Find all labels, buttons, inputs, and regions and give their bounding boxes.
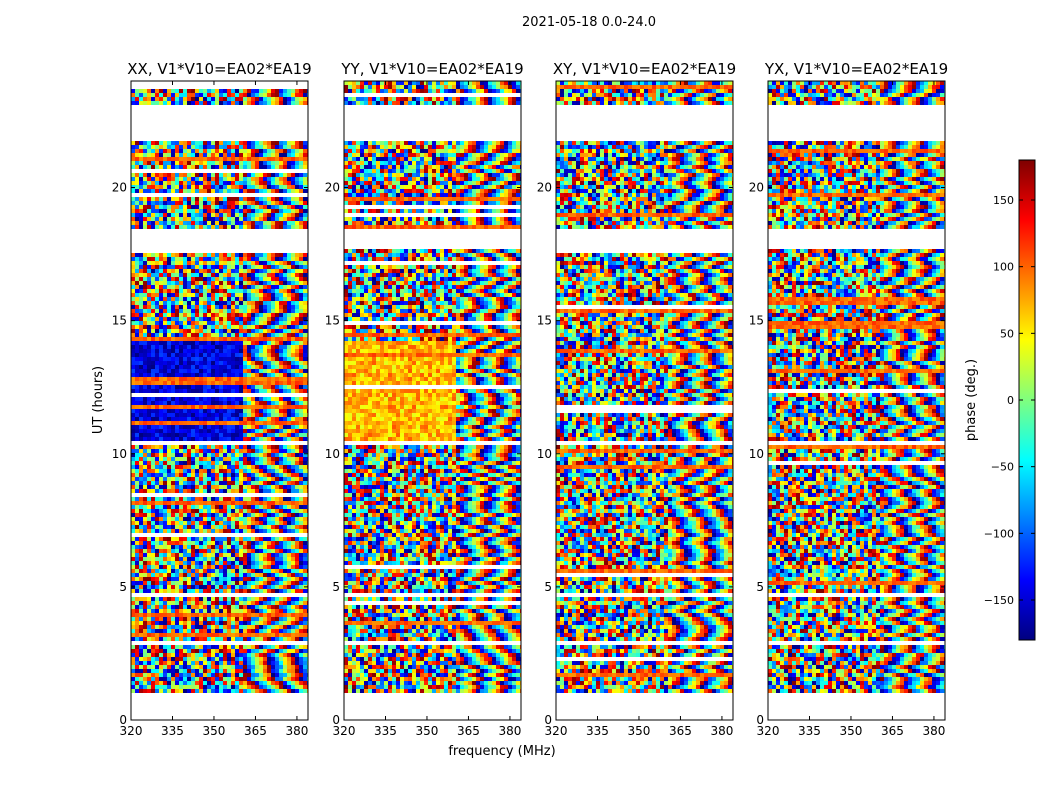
colorbar-tick-label: −100 bbox=[984, 527, 1014, 540]
y-tick-label: 10 bbox=[537, 447, 552, 461]
y-tick-label: 15 bbox=[325, 314, 340, 328]
panel-3: YX, V1*V10=EA02*EA19 320 335 350 365 380 0 5 10 1… bbox=[749, 60, 948, 738]
y-tick-label: 0 bbox=[332, 713, 340, 727]
phase-heatmap bbox=[344, 81, 521, 720]
x-tick-label: 365 bbox=[669, 724, 692, 738]
x-tick-label: 350 bbox=[840, 724, 863, 738]
y-tick-label: 5 bbox=[332, 580, 340, 594]
y-tick-label: 0 bbox=[544, 713, 552, 727]
x-axis-label: frequency (MHz) bbox=[448, 744, 555, 759]
y-tick-label: 0 bbox=[756, 713, 764, 727]
panel-0: XX, V1*V10=EA02*EA19 320 335 350 365 380 0 5 10 1… bbox=[112, 60, 312, 738]
x-tick-label: 335 bbox=[586, 724, 609, 738]
x-tick-label: 335 bbox=[798, 724, 821, 738]
panel-title: YY, V1*V10=EA02*EA19 bbox=[340, 60, 523, 78]
colorbar: −150 −100 −50 0 50 100 150 phase (deg.) bbox=[964, 159, 1036, 641]
panel-2: XY, V1*V10=EA02*EA19 320 335 350 365 380 0 5 10 1… bbox=[537, 60, 736, 738]
colorbar-tick-label: 100 bbox=[993, 261, 1014, 274]
x-tick-label: 350 bbox=[628, 724, 651, 738]
figure-title: 2021-05-18 0.0-24.0 bbox=[522, 15, 656, 30]
panel-frame bbox=[343, 80, 522, 721]
x-tick-label: 320 bbox=[545, 724, 568, 738]
y-tick-label: 20 bbox=[112, 181, 127, 195]
x-tick-label: 365 bbox=[881, 724, 904, 738]
y-tick-label: 15 bbox=[749, 314, 764, 328]
panel-frame bbox=[767, 80, 946, 721]
x-tick-label: 350 bbox=[203, 724, 226, 738]
y-tick-label: 10 bbox=[749, 447, 764, 461]
colorbar-tick-label: −150 bbox=[984, 594, 1014, 607]
panels-group: XX, V1*V10=EA02*EA19 320 335 350 365 380 0 5 10 1… bbox=[112, 60, 948, 738]
colorbar-tick-label: 150 bbox=[993, 194, 1014, 207]
y-tick-label: 5 bbox=[119, 580, 127, 594]
y-tick-label: 20 bbox=[325, 181, 340, 195]
x-tick-label: 365 bbox=[457, 724, 480, 738]
phase-heatmap bbox=[131, 81, 308, 720]
panel-1: YY, V1*V10=EA02*EA19 320 335 350 365 380 0 5 10 1… bbox=[325, 60, 524, 738]
panel-frame bbox=[130, 80, 309, 721]
y-tick-label: 15 bbox=[537, 314, 552, 328]
x-tick-label: 380 bbox=[285, 724, 308, 738]
phase-heatmap bbox=[556, 81, 733, 720]
y-tick-label: 5 bbox=[756, 580, 764, 594]
colorbar-label: phase (deg.) bbox=[964, 359, 979, 441]
y-axis-label: UT (hours) bbox=[91, 366, 106, 434]
panel-title: XY, V1*V10=EA02*EA19 bbox=[553, 60, 736, 78]
x-tick-label: 365 bbox=[244, 724, 267, 738]
y-tick-label: 0 bbox=[119, 713, 127, 727]
colorbar-tick-label: −50 bbox=[991, 461, 1014, 474]
y-tick-label: 5 bbox=[544, 580, 552, 594]
x-tick-label: 380 bbox=[710, 724, 733, 738]
x-tick-label: 380 bbox=[922, 724, 945, 738]
phase-heatmap bbox=[768, 81, 945, 720]
x-tick-label: 320 bbox=[333, 724, 356, 738]
y-tick-label: 20 bbox=[537, 181, 552, 195]
y-tick-label: 15 bbox=[112, 314, 127, 328]
colorbar-tick-label: 0 bbox=[1007, 394, 1014, 407]
x-tick-label: 320 bbox=[757, 724, 780, 738]
y-tick-label: 10 bbox=[325, 447, 340, 461]
y-tick-label: 20 bbox=[749, 181, 764, 195]
panel-title: YX, V1*V10=EA02*EA19 bbox=[764, 60, 948, 78]
x-tick-label: 320 bbox=[120, 724, 143, 738]
x-tick-label: 350 bbox=[416, 724, 439, 738]
panel-frame bbox=[555, 80, 734, 721]
x-tick-label: 380 bbox=[498, 724, 521, 738]
y-tick-label: 10 bbox=[112, 447, 127, 461]
colorbar-ticks: −150 −100 −50 0 50 100 150 bbox=[984, 194, 1035, 607]
x-tick-label: 335 bbox=[374, 724, 397, 738]
panel-title: XX, V1*V10=EA02*EA19 bbox=[127, 60, 311, 78]
colorbar-tick-label: 50 bbox=[1000, 327, 1014, 340]
x-tick-label: 335 bbox=[161, 724, 184, 738]
